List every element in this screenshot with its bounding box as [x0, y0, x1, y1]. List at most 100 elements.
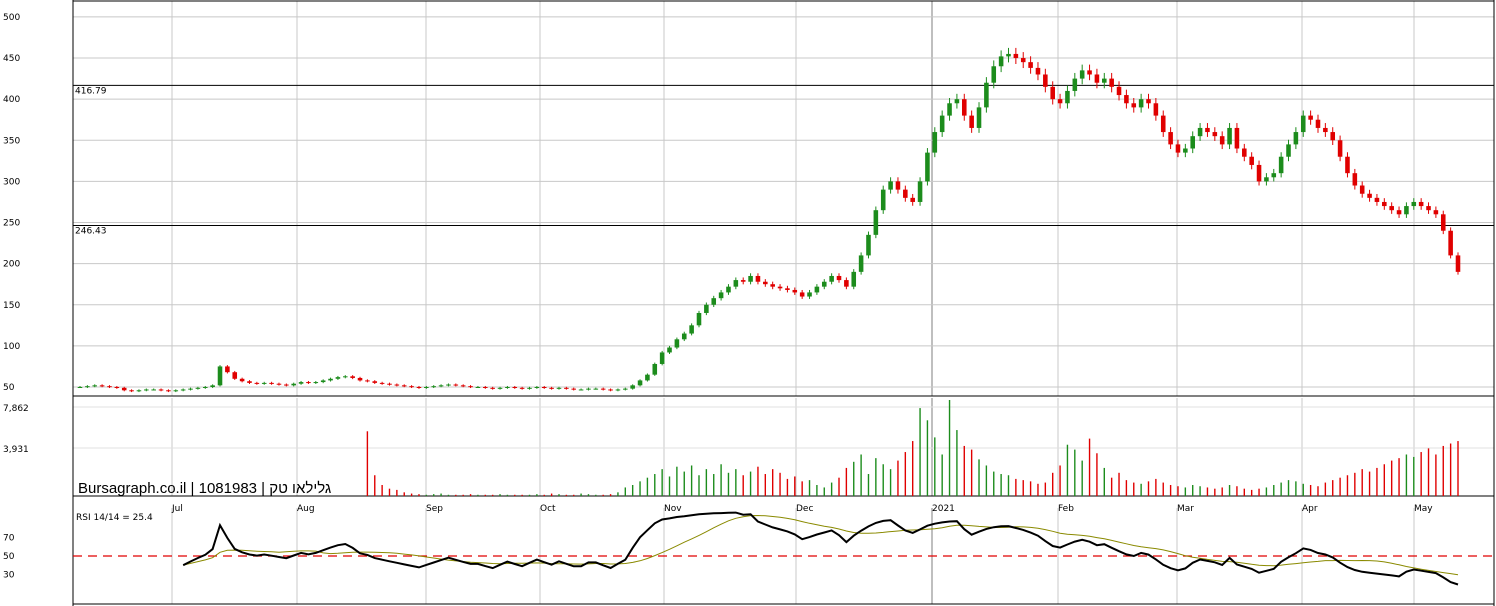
candle-body — [225, 366, 230, 373]
candle-body — [210, 385, 215, 387]
candle-body — [880, 189, 886, 211]
candle-body — [527, 387, 532, 389]
month-label: Feb — [1058, 504, 1074, 514]
candle-body — [954, 99, 960, 104]
candle-body — [667, 347, 672, 353]
candle-body — [158, 389, 164, 391]
candle-body — [387, 383, 392, 385]
candle-body — [1330, 132, 1336, 141]
candle-body — [490, 387, 495, 389]
candle-body — [1404, 206, 1409, 215]
candle-body — [1352, 173, 1358, 186]
candle-body — [269, 382, 274, 384]
candles — [77, 47, 1461, 393]
candle-body — [114, 387, 120, 388]
candle-body — [681, 333, 687, 340]
candle-body — [335, 377, 341, 379]
month-label: Aug — [297, 504, 315, 514]
candle-body — [1050, 86, 1055, 100]
candle-body — [814, 286, 820, 293]
candle-body — [844, 280, 849, 287]
month-label: Nov — [664, 504, 682, 514]
candle-body — [129, 390, 134, 392]
candle-body — [600, 388, 606, 390]
candle-body — [1065, 90, 1070, 104]
candle-body — [519, 387, 525, 389]
candle-body — [446, 384, 451, 386]
candle-body — [1072, 78, 1078, 91]
candle-body — [1094, 74, 1100, 83]
price-tick-label: 350 — [3, 136, 20, 146]
candle-body — [851, 271, 857, 287]
candle-body — [1455, 255, 1461, 272]
candle-body — [674, 339, 680, 348]
candle-body — [1271, 173, 1277, 178]
candle-body — [306, 382, 311, 384]
candle-body — [99, 385, 105, 387]
candle-body — [541, 387, 547, 388]
candle-body — [549, 387, 554, 389]
candle-body — [1020, 58, 1026, 63]
candle-body — [711, 298, 717, 305]
candle-body — [1293, 132, 1299, 145]
candle-body — [85, 386, 90, 388]
candle-body — [239, 378, 245, 382]
candle-body — [755, 275, 761, 282]
candle-body — [431, 386, 436, 388]
candle-body — [379, 382, 385, 384]
candle-body — [1264, 177, 1269, 182]
candle-body — [475, 387, 481, 388]
candle-body — [350, 376, 355, 378]
candle-body — [1396, 210, 1402, 215]
candle-body — [1043, 74, 1048, 87]
candle-body — [1131, 103, 1137, 108]
candle-body — [217, 366, 223, 386]
candle-body — [623, 388, 628, 390]
candle-body — [173, 390, 179, 392]
candle-body — [394, 384, 400, 386]
candle-body — [416, 387, 422, 388]
candle-body — [895, 181, 901, 190]
candle-body — [254, 382, 260, 384]
price-tick-label: 100 — [3, 342, 20, 352]
candle-body — [1249, 156, 1254, 165]
candle-body — [969, 115, 974, 128]
month-label: 2021 — [932, 504, 955, 514]
candle-body — [556, 387, 562, 389]
candle-body — [571, 388, 577, 390]
candle-body — [144, 389, 149, 391]
candle-body — [453, 384, 459, 386]
candle-body — [151, 389, 156, 391]
candle-body — [276, 383, 282, 385]
candle-body — [718, 292, 724, 299]
price-tick-label: 300 — [3, 177, 20, 187]
candle-body — [1205, 127, 1210, 133]
watermark: Bursagraph.co.il | 1081983 | גלילאו טק — [78, 480, 331, 497]
candle-body — [1197, 127, 1203, 137]
candle-body — [357, 377, 363, 381]
candle-body — [726, 286, 731, 293]
rsi-tick-label: 50 — [3, 552, 15, 562]
candle-body — [342, 376, 348, 378]
candle-body — [1278, 156, 1284, 174]
candle-body — [1079, 70, 1085, 79]
candle-body — [438, 385, 444, 387]
candle-body — [1153, 103, 1159, 116]
candle-body — [1183, 148, 1188, 153]
month-label: Apr — [1302, 504, 1318, 514]
candle-body — [1087, 70, 1092, 75]
candle-body — [976, 107, 982, 128]
candle-body — [910, 197, 915, 202]
candle-body — [409, 386, 414, 388]
candle-body — [401, 385, 407, 387]
month-label: May — [1414, 504, 1433, 514]
volume-bars — [366, 400, 1459, 496]
month-label: Sep — [426, 504, 443, 514]
candle-body — [829, 275, 834, 282]
candle-body — [328, 378, 333, 381]
candle-body — [770, 284, 775, 287]
candle-body — [1300, 115, 1306, 133]
level-label: 416.79 — [75, 86, 107, 96]
candle-body — [424, 387, 429, 388]
candle-body — [807, 292, 812, 297]
